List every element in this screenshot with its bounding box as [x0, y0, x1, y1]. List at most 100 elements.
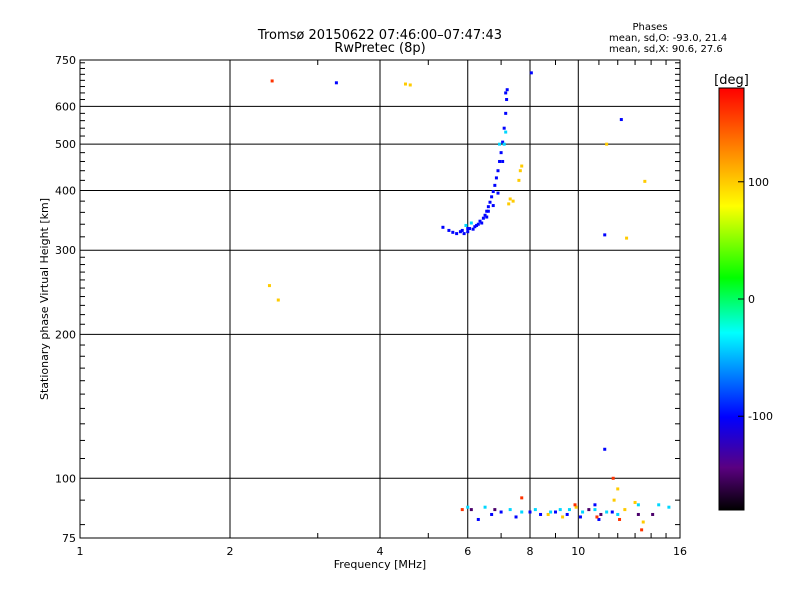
data-point	[276, 298, 280, 302]
data-point	[460, 508, 464, 512]
data-point	[520, 164, 524, 168]
y-tick-label: 100	[55, 472, 76, 485]
y-tick-label: 600	[55, 100, 76, 113]
data-point	[533, 508, 537, 512]
data-point	[546, 512, 550, 516]
data-point	[485, 215, 489, 219]
phases-x-stats: mean, sd,X: 90.6, 27.6	[609, 44, 723, 55]
data-point	[486, 205, 490, 209]
data-point	[507, 202, 511, 206]
data-point	[498, 142, 502, 146]
data-point	[501, 140, 505, 144]
data-point	[581, 510, 585, 514]
data-point	[641, 520, 645, 524]
data-point	[483, 213, 487, 217]
data-point	[504, 111, 508, 115]
data-point	[491, 204, 495, 208]
data-point	[511, 199, 515, 203]
data-point	[657, 503, 661, 507]
data-point	[499, 151, 503, 155]
data-point	[501, 159, 505, 163]
data-point	[473, 225, 477, 229]
data-point	[520, 496, 524, 500]
data-point	[667, 505, 671, 509]
data-point	[529, 71, 533, 75]
colorbar-tick-label: 0	[748, 293, 755, 306]
data-point	[476, 222, 480, 226]
data-point	[408, 83, 412, 87]
data-point	[561, 515, 565, 519]
data-point	[504, 91, 508, 95]
data-point	[565, 512, 569, 516]
data-point	[619, 118, 623, 122]
data-point	[471, 227, 475, 231]
y-tick-label: 200	[55, 328, 76, 341]
data-point	[441, 225, 445, 229]
data-point	[640, 528, 644, 532]
data-point	[605, 142, 609, 146]
data-point	[490, 195, 494, 199]
data-point	[481, 216, 485, 220]
data-point	[616, 487, 620, 491]
data-point	[618, 517, 622, 521]
data-point	[267, 284, 271, 288]
data-point	[469, 221, 473, 225]
data-point	[505, 88, 509, 92]
x-tick-label: 8	[527, 545, 534, 558]
data-point	[468, 227, 472, 231]
colorbar-tick-label: -100	[748, 410, 773, 423]
data-point	[466, 505, 470, 509]
data-point	[508, 197, 512, 201]
data-point	[508, 508, 512, 512]
data-point	[466, 227, 470, 231]
data-point	[483, 505, 487, 509]
data-point	[504, 130, 508, 134]
y-tick-label: 500	[55, 138, 76, 151]
data-point	[502, 126, 506, 130]
data-point	[460, 228, 464, 232]
data-point	[599, 512, 603, 516]
data-point	[651, 512, 655, 516]
data-point	[623, 508, 627, 512]
data-point	[490, 512, 494, 516]
chart-subtitle: RwPretec (8p)	[334, 41, 426, 56]
data-point	[469, 508, 473, 512]
colorbar-tick-label: 100	[748, 176, 769, 189]
data-point	[636, 512, 640, 516]
data-point	[493, 183, 497, 187]
data-point	[595, 515, 599, 519]
data-point	[451, 230, 455, 234]
data-point	[597, 517, 601, 521]
colorbar-label: [deg]	[714, 73, 749, 88]
data-point	[502, 142, 506, 146]
data-point	[578, 515, 582, 519]
data-point	[488, 200, 492, 204]
chart-title: Tromsø 20150622 07:46:00–07:47:43	[257, 28, 503, 43]
x-tick-label: 10	[571, 545, 585, 558]
y-axis-label: Stationary phase Virtual Height [km]	[38, 198, 51, 400]
data-point	[616, 512, 620, 516]
data-point	[458, 230, 462, 234]
data-point	[558, 508, 562, 512]
data-point	[499, 510, 503, 514]
data-point	[447, 228, 451, 232]
data-point	[455, 232, 459, 236]
data-point	[403, 82, 407, 86]
data-point	[496, 169, 500, 173]
data-point	[334, 81, 338, 85]
data-point	[520, 510, 524, 514]
data-point	[518, 169, 522, 173]
data-point	[593, 508, 597, 512]
data-point	[270, 79, 274, 83]
data-point	[496, 191, 500, 195]
data-point	[514, 515, 518, 519]
data-point	[462, 232, 466, 236]
data-point	[485, 209, 489, 213]
data-point	[493, 508, 497, 512]
data-point	[528, 510, 532, 514]
data-point	[517, 178, 521, 182]
data-point	[466, 230, 470, 234]
data-point	[486, 209, 490, 213]
data-point	[464, 223, 468, 227]
